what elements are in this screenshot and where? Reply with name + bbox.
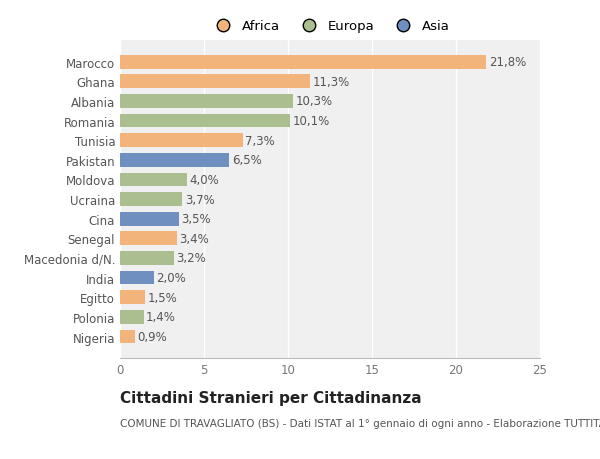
Bar [120,213,179,226]
Text: 21,8%: 21,8% [489,56,526,69]
Text: COMUNE DI TRAVAGLIATO (BS) - Dati ISTAT al 1° gennaio di ogni anno - Elaborazion: COMUNE DI TRAVAGLIATO (BS) - Dati ISTAT … [120,418,600,428]
Text: 3,4%: 3,4% [179,232,209,245]
Bar [120,56,486,69]
Bar [120,75,310,89]
Bar [120,173,187,187]
Text: 6,5%: 6,5% [232,154,262,167]
Bar [120,193,182,207]
Bar [120,95,293,109]
Text: 0,9%: 0,9% [137,330,167,343]
Bar [120,330,135,344]
Text: 10,1%: 10,1% [292,115,329,128]
Text: 7,3%: 7,3% [245,134,275,147]
Text: 2,0%: 2,0% [156,272,186,285]
Bar [120,310,143,324]
Text: 3,2%: 3,2% [176,252,206,265]
Bar [120,154,229,168]
Bar [120,291,145,304]
Text: Cittadini Stranieri per Cittadinanza: Cittadini Stranieri per Cittadinanza [120,390,422,405]
Bar [120,252,174,265]
Text: 4,0%: 4,0% [190,174,220,186]
Text: 1,4%: 1,4% [146,311,176,324]
Bar [120,134,242,148]
Text: 3,7%: 3,7% [185,193,214,206]
Bar [120,114,290,128]
Bar [120,271,154,285]
Legend: Africa, Europa, Asia: Africa, Europa, Asia [206,16,454,37]
Text: 1,5%: 1,5% [148,291,178,304]
Text: 3,5%: 3,5% [181,213,211,226]
Text: 11,3%: 11,3% [313,76,350,89]
Bar [120,232,177,246]
Text: 10,3%: 10,3% [296,95,332,108]
